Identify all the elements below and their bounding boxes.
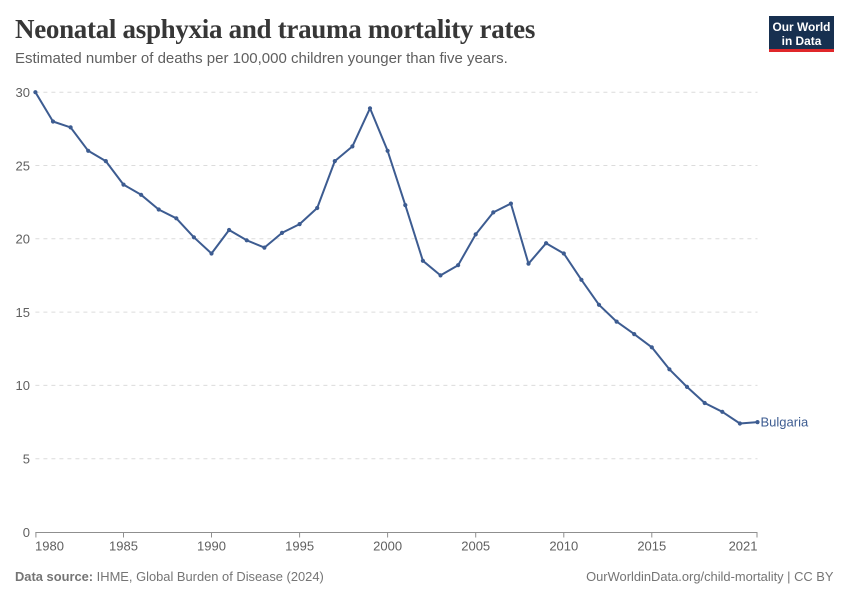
svg-text:2015: 2015 [637, 539, 666, 554]
svg-text:10: 10 [16, 378, 30, 393]
svg-text:25: 25 [16, 158, 30, 173]
svg-text:Bulgaria: Bulgaria [761, 415, 809, 430]
svg-text:1980: 1980 [35, 539, 64, 554]
svg-text:30: 30 [16, 85, 30, 100]
svg-text:2005: 2005 [461, 539, 490, 554]
svg-text:15: 15 [16, 305, 30, 320]
svg-text:2021: 2021 [729, 539, 758, 554]
svg-text:2000: 2000 [373, 539, 402, 554]
svg-text:1995: 1995 [285, 539, 314, 554]
svg-text:1985: 1985 [109, 539, 138, 554]
svg-text:5: 5 [23, 452, 30, 467]
svg-text:1990: 1990 [197, 539, 226, 554]
svg-text:20: 20 [16, 232, 30, 247]
svg-text:0: 0 [23, 525, 30, 540]
svg-text:2010: 2010 [549, 539, 578, 554]
